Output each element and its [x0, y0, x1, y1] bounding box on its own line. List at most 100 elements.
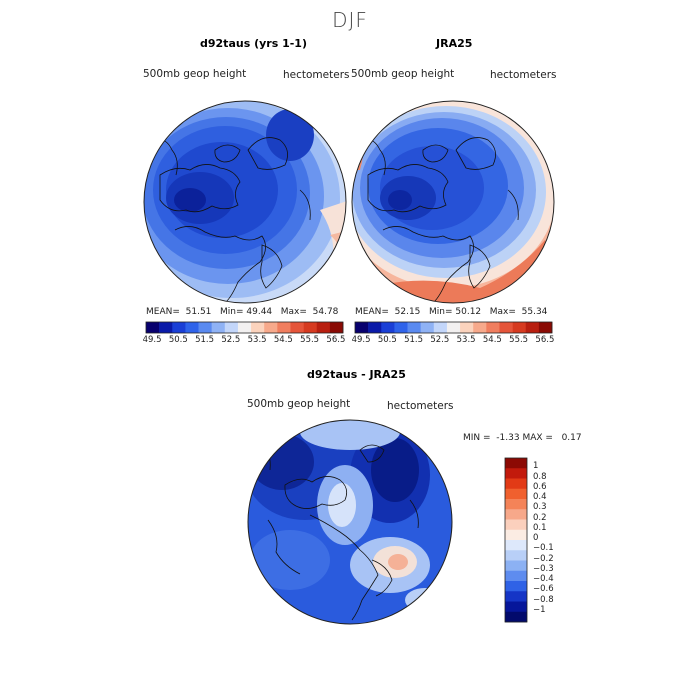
panel2-max: 55.34: [521, 307, 548, 317]
colorbar-swatch: [505, 468, 527, 479]
panel2-title: JRA25: [436, 37, 473, 50]
colorbar-swatch: [505, 509, 527, 520]
difference-min: -1.33: [496, 433, 520, 443]
colorbar-frame: [145, 321, 344, 334]
panel1-units-label: hectometers: [283, 69, 350, 81]
colorbar-swatch: [499, 322, 513, 333]
difference-max: 0.17: [561, 433, 582, 443]
colorbar-swatch: [264, 322, 278, 333]
colorbar-tick-label: 49.5: [351, 335, 371, 345]
difference-units-label: hectometers: [387, 400, 454, 412]
colorbar-swatch: [525, 322, 540, 333]
colorbar-swatch: [237, 322, 252, 333]
colorbar-frame: [354, 321, 553, 334]
colorbar-swatch: [277, 322, 291, 333]
colorbar-swatch: [505, 570, 527, 582]
colorbar-swatch: [505, 550, 527, 561]
panel1-mean: 51.51: [185, 307, 212, 317]
colorbar-swatch: [446, 322, 461, 333]
colorbar-swatch: [198, 322, 212, 333]
colorbar-swatch: [486, 322, 500, 333]
colorbar-swatch: [381, 322, 395, 333]
panel1-map-border: [143, 100, 347, 304]
difference-coastlines: [259, 439, 419, 621]
colorbar-tick-label: 55.5: [300, 335, 320, 345]
colorbar-swatch: [473, 322, 487, 333]
colorbar-tick-label: 0.2: [533, 512, 547, 523]
panel1-max: 54.78: [312, 307, 339, 317]
colorbar-swatch: [460, 322, 474, 333]
panel2-units-label: hectometers: [490, 69, 557, 81]
difference-map-border: [247, 419, 453, 625]
colorbar-swatch: [505, 529, 527, 541]
colorbar-tick-label: 49.5: [142, 335, 162, 345]
colorbar-swatch: [505, 601, 527, 613]
colorbar-swatch: [505, 478, 527, 490]
colorbar-tick-label: 55.5: [509, 335, 529, 345]
colorbar-swatch: [505, 591, 527, 602]
difference-colorbar: [504, 457, 528, 623]
colorbar-tick-label: 50.5: [377, 335, 397, 345]
colorbar-tick-label: 56.5: [326, 335, 346, 345]
colorbar-tick-label: 56.5: [535, 335, 555, 345]
colorbar-swatch: [224, 322, 239, 333]
colorbar-tick-label: −0.2: [533, 553, 554, 564]
colorbar-swatch: [407, 322, 421, 333]
colorbar-tick-label: 53.5: [247, 335, 267, 345]
panel2-coastlines: [357, 137, 519, 303]
colorbar-tick-label: 54.5: [482, 335, 502, 345]
difference-title: d92taus - JRA25: [307, 368, 406, 381]
colorbar-tick-label: 0.1: [533, 522, 547, 533]
colorbar-swatch: [538, 322, 553, 333]
colorbar-tick-label: 54.5: [273, 335, 293, 345]
colorbar-tick-label: 0.8: [533, 471, 547, 482]
colorbar-tick-label: 50.5: [168, 335, 188, 345]
season-title: DJF: [332, 8, 368, 32]
colorbar-swatch: [172, 322, 186, 333]
colorbar-swatch: [420, 322, 435, 333]
panel2-mean: 52.15: [394, 307, 421, 317]
panel2-colorbar: [354, 321, 553, 334]
colorbar-swatch: [505, 458, 527, 469]
colorbar-swatch: [146, 322, 160, 333]
colorbar-swatch: [505, 540, 527, 551]
colorbar-tick-label: 52.5: [430, 335, 450, 345]
colorbar-swatch: [185, 322, 199, 333]
colorbar-swatch: [303, 322, 318, 333]
colorbar-swatch: [355, 322, 369, 333]
colorbar-tick-label: −0.3: [533, 563, 554, 574]
panel1-coastlines: [149, 137, 311, 303]
panel1-map: [144, 101, 346, 303]
difference-stats: MIN = -1.33 MAX = 0.17: [463, 433, 582, 443]
colorbar-swatch: [159, 322, 173, 333]
colorbar-swatch: [211, 322, 226, 333]
colorbar-tick-label: 1: [533, 461, 539, 472]
panel2-stats: MEAN= 52.15 Min= 50.12 Max= 55.34: [355, 307, 548, 317]
panel1-stats: MEAN= 51.51 Min= 49.44 Max= 54.78: [146, 307, 339, 317]
colorbar-swatch: [505, 519, 527, 531]
colorbar-tick-label: 52.5: [221, 335, 241, 345]
colorbar-tick-label: −0.8: [533, 594, 554, 605]
colorbar-swatch: [251, 322, 265, 333]
colorbar-tick-label: 0.3: [533, 502, 547, 513]
colorbar-swatch: [505, 488, 527, 500]
colorbar-tick-label: −0.4: [533, 574, 554, 584]
panel1-title: d92taus (yrs 1-1): [200, 37, 307, 50]
colorbar-tick-label: 0: [533, 533, 539, 543]
colorbar-tick-label: 53.5: [456, 335, 476, 345]
colorbar-tick-label: 51.5: [195, 335, 215, 345]
colorbar-tick-label: 51.5: [404, 335, 424, 345]
colorbar-swatch: [329, 322, 344, 333]
colorbar-swatch: [505, 499, 527, 510]
colorbar-swatch: [394, 322, 408, 333]
colorbar-swatch: [505, 581, 527, 592]
difference-map: [248, 420, 452, 624]
colorbar-swatch: [505, 560, 527, 572]
panel1-field-label: 500mb geop height: [143, 68, 247, 80]
colorbar-swatch: [368, 322, 382, 333]
colorbar-frame: [504, 457, 528, 623]
panel2-map-border: [351, 100, 555, 304]
panel1-colorbar: [145, 321, 344, 334]
colorbar-tick-label: −0.1: [533, 543, 554, 554]
